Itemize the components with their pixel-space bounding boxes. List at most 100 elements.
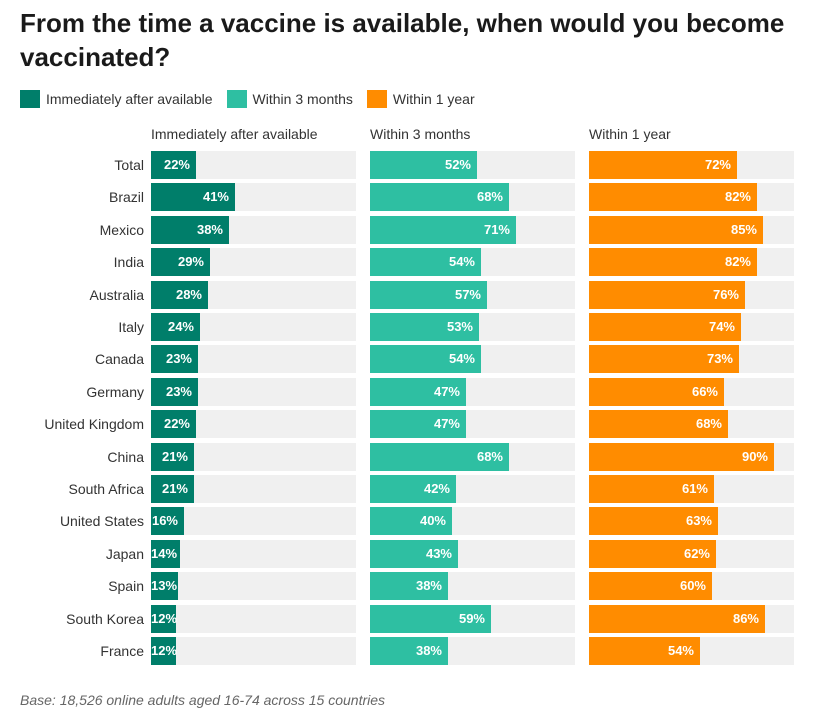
legend: Immediately after available Within 3 mon… [20, 89, 489, 109]
panel-title-within-3-months: Within 3 months [370, 126, 471, 142]
row-label-south-korea: South Korea [66, 611, 144, 627]
bar-within-3-months-italy [370, 313, 479, 341]
data-label-immediately-after-available-france: 12% [151, 643, 178, 658]
chart-title: From the time a vaccine is available, wh… [20, 8, 785, 72]
data-label-within-3-months-australia: 57% [454, 287, 481, 302]
bar-within-3-months-south-korea [370, 605, 491, 633]
data-label-immediately-after-available-china: 21% [161, 449, 188, 464]
row-label-united-kingdom: United Kingdom [44, 416, 144, 432]
data-label-within-3-months-total: 52% [444, 157, 471, 172]
data-label-immediately-after-available-canada: 23% [165, 351, 192, 366]
data-label-within-3-months-italy: 53% [446, 319, 473, 334]
row-label-australia: Australia [89, 287, 144, 303]
data-label-immediately-after-available-brazil: 41% [202, 189, 229, 204]
data-label-within-3-months-canada: 54% [448, 351, 475, 366]
row-label-south-africa: South Africa [68, 481, 145, 497]
bar-within-3-months-canada [370, 345, 481, 373]
data-label-within-1-year-united-states: 63% [685, 513, 712, 528]
data-label-within-1-year-france: 54% [667, 643, 694, 658]
bar-within-3-months-mexico [370, 216, 516, 244]
bar-track [151, 637, 356, 665]
bar-within-1-year-france [589, 637, 700, 665]
bar-immediately-after-available-total [151, 151, 196, 179]
data-label-within-3-months-south-africa: 42% [423, 481, 450, 496]
legend-item-within-1-year: Within 1 year [366, 90, 475, 108]
row-label-china: China [107, 449, 144, 465]
bar-immediately-after-available-brazil [151, 183, 235, 211]
bar-within-1-year-united-states [589, 507, 718, 535]
data-label-within-3-months-brazil: 68% [476, 189, 503, 204]
data-label-within-3-months-germany: 47% [433, 384, 460, 399]
bar-immediately-after-available-canada [151, 345, 198, 373]
data-label-immediately-after-available-united-states: 16% [151, 513, 178, 528]
data-label-immediately-after-available-japan: 14% [151, 546, 178, 561]
data-label-within-1-year-italy: 74% [708, 319, 735, 334]
bar-within-3-months-total [370, 151, 477, 179]
bar-track [151, 572, 356, 600]
data-label-within-1-year-south-africa: 61% [681, 481, 708, 496]
bar-immediately-after-available-mexico [151, 216, 229, 244]
data-label-within-1-year-china: 90% [741, 449, 768, 464]
row-label-germany: Germany [86, 384, 144, 400]
data-label-immediately-after-available-united-kingdom: 22% [163, 416, 190, 431]
bar-within-3-months-france [370, 637, 448, 665]
bar-within-1-year-germany [589, 378, 724, 406]
legend-item-within-3-months: Within 3 months [226, 90, 353, 108]
data-label-within-1-year-south-korea: 86% [732, 611, 759, 626]
bar-within-3-months-south-africa [370, 475, 456, 503]
bar-within-1-year-spain [589, 572, 712, 600]
legend-swatch-within-1-year [366, 90, 387, 108]
data-label-within-3-months-mexico: 71% [483, 222, 510, 237]
row-label-italy: Italy [118, 319, 144, 335]
bar-immediately-after-available-italy [151, 313, 200, 341]
bar-within-3-months-china [370, 443, 509, 471]
data-label-within-1-year-total: 72% [704, 157, 731, 172]
bar-track [151, 605, 356, 633]
bar-within-1-year-australia [589, 281, 745, 309]
data-label-within-3-months-united-kingdom: 47% [433, 416, 460, 431]
data-label-within-1-year-canada: 73% [706, 351, 733, 366]
bar-track [151, 507, 356, 535]
data-label-immediately-after-available-total: 22% [163, 157, 190, 172]
bar-within-1-year-total [589, 151, 737, 179]
data-label-within-3-months-france: 38% [415, 643, 442, 658]
bar-within-3-months-united-states [370, 507, 452, 535]
bar-immediately-after-available-japan [151, 540, 180, 568]
bar-within-1-year-united-kingdom [589, 410, 728, 438]
row-label-canada: Canada [94, 351, 144, 367]
data-label-within-3-months-spain: 38% [415, 578, 442, 593]
data-label-within-3-months-japan: 43% [425, 546, 452, 561]
data-label-within-3-months-china: 68% [476, 449, 503, 464]
legend-label-immediately: Immediately after available [46, 91, 213, 107]
legend-swatch-within-3-months [226, 90, 247, 108]
data-label-within-1-year-brazil: 82% [724, 189, 751, 204]
bar-within-3-months-australia [370, 281, 487, 309]
bar-immediately-after-available-france [151, 637, 176, 665]
data-label-within-1-year-united-kingdom: 68% [695, 416, 722, 431]
data-label-within-1-year-spain: 60% [679, 578, 706, 593]
data-label-within-3-months-united-states: 40% [419, 513, 446, 528]
bar-immediately-after-available-china [151, 443, 194, 471]
bar-immediately-after-available-spain [151, 572, 178, 600]
bar-within-1-year-japan [589, 540, 716, 568]
bar-within-3-months-united-kingdom [370, 410, 466, 438]
row-label-united-states: United States [59, 513, 144, 529]
bar-immediately-after-available-germany [151, 378, 198, 406]
bar-immediately-after-available-united-states [151, 507, 184, 535]
bar-immediately-after-available-india [151, 248, 210, 276]
data-label-immediately-after-available-india: 29% [177, 254, 204, 269]
bar-within-3-months-spain [370, 572, 448, 600]
bar-within-1-year-canada [589, 345, 739, 373]
data-label-immediately-after-available-mexico: 38% [196, 222, 223, 237]
bar-within-3-months-india [370, 248, 481, 276]
legend-item-immediately: Immediately after available [20, 90, 213, 108]
bar-within-1-year-south-africa [589, 475, 714, 503]
data-label-within-1-year-japan: 62% [683, 546, 710, 561]
row-label-spain: Spain [108, 578, 144, 594]
panel-title-within-1-year: Within 1 year [589, 126, 671, 142]
bar-within-1-year-italy [589, 313, 741, 341]
data-label-immediately-after-available-south-korea: 12% [151, 611, 178, 626]
bar-within-3-months-brazil [370, 183, 509, 211]
legend-label-within-3-months: Within 3 months [252, 91, 353, 107]
bar-within-1-year-india [589, 248, 757, 276]
